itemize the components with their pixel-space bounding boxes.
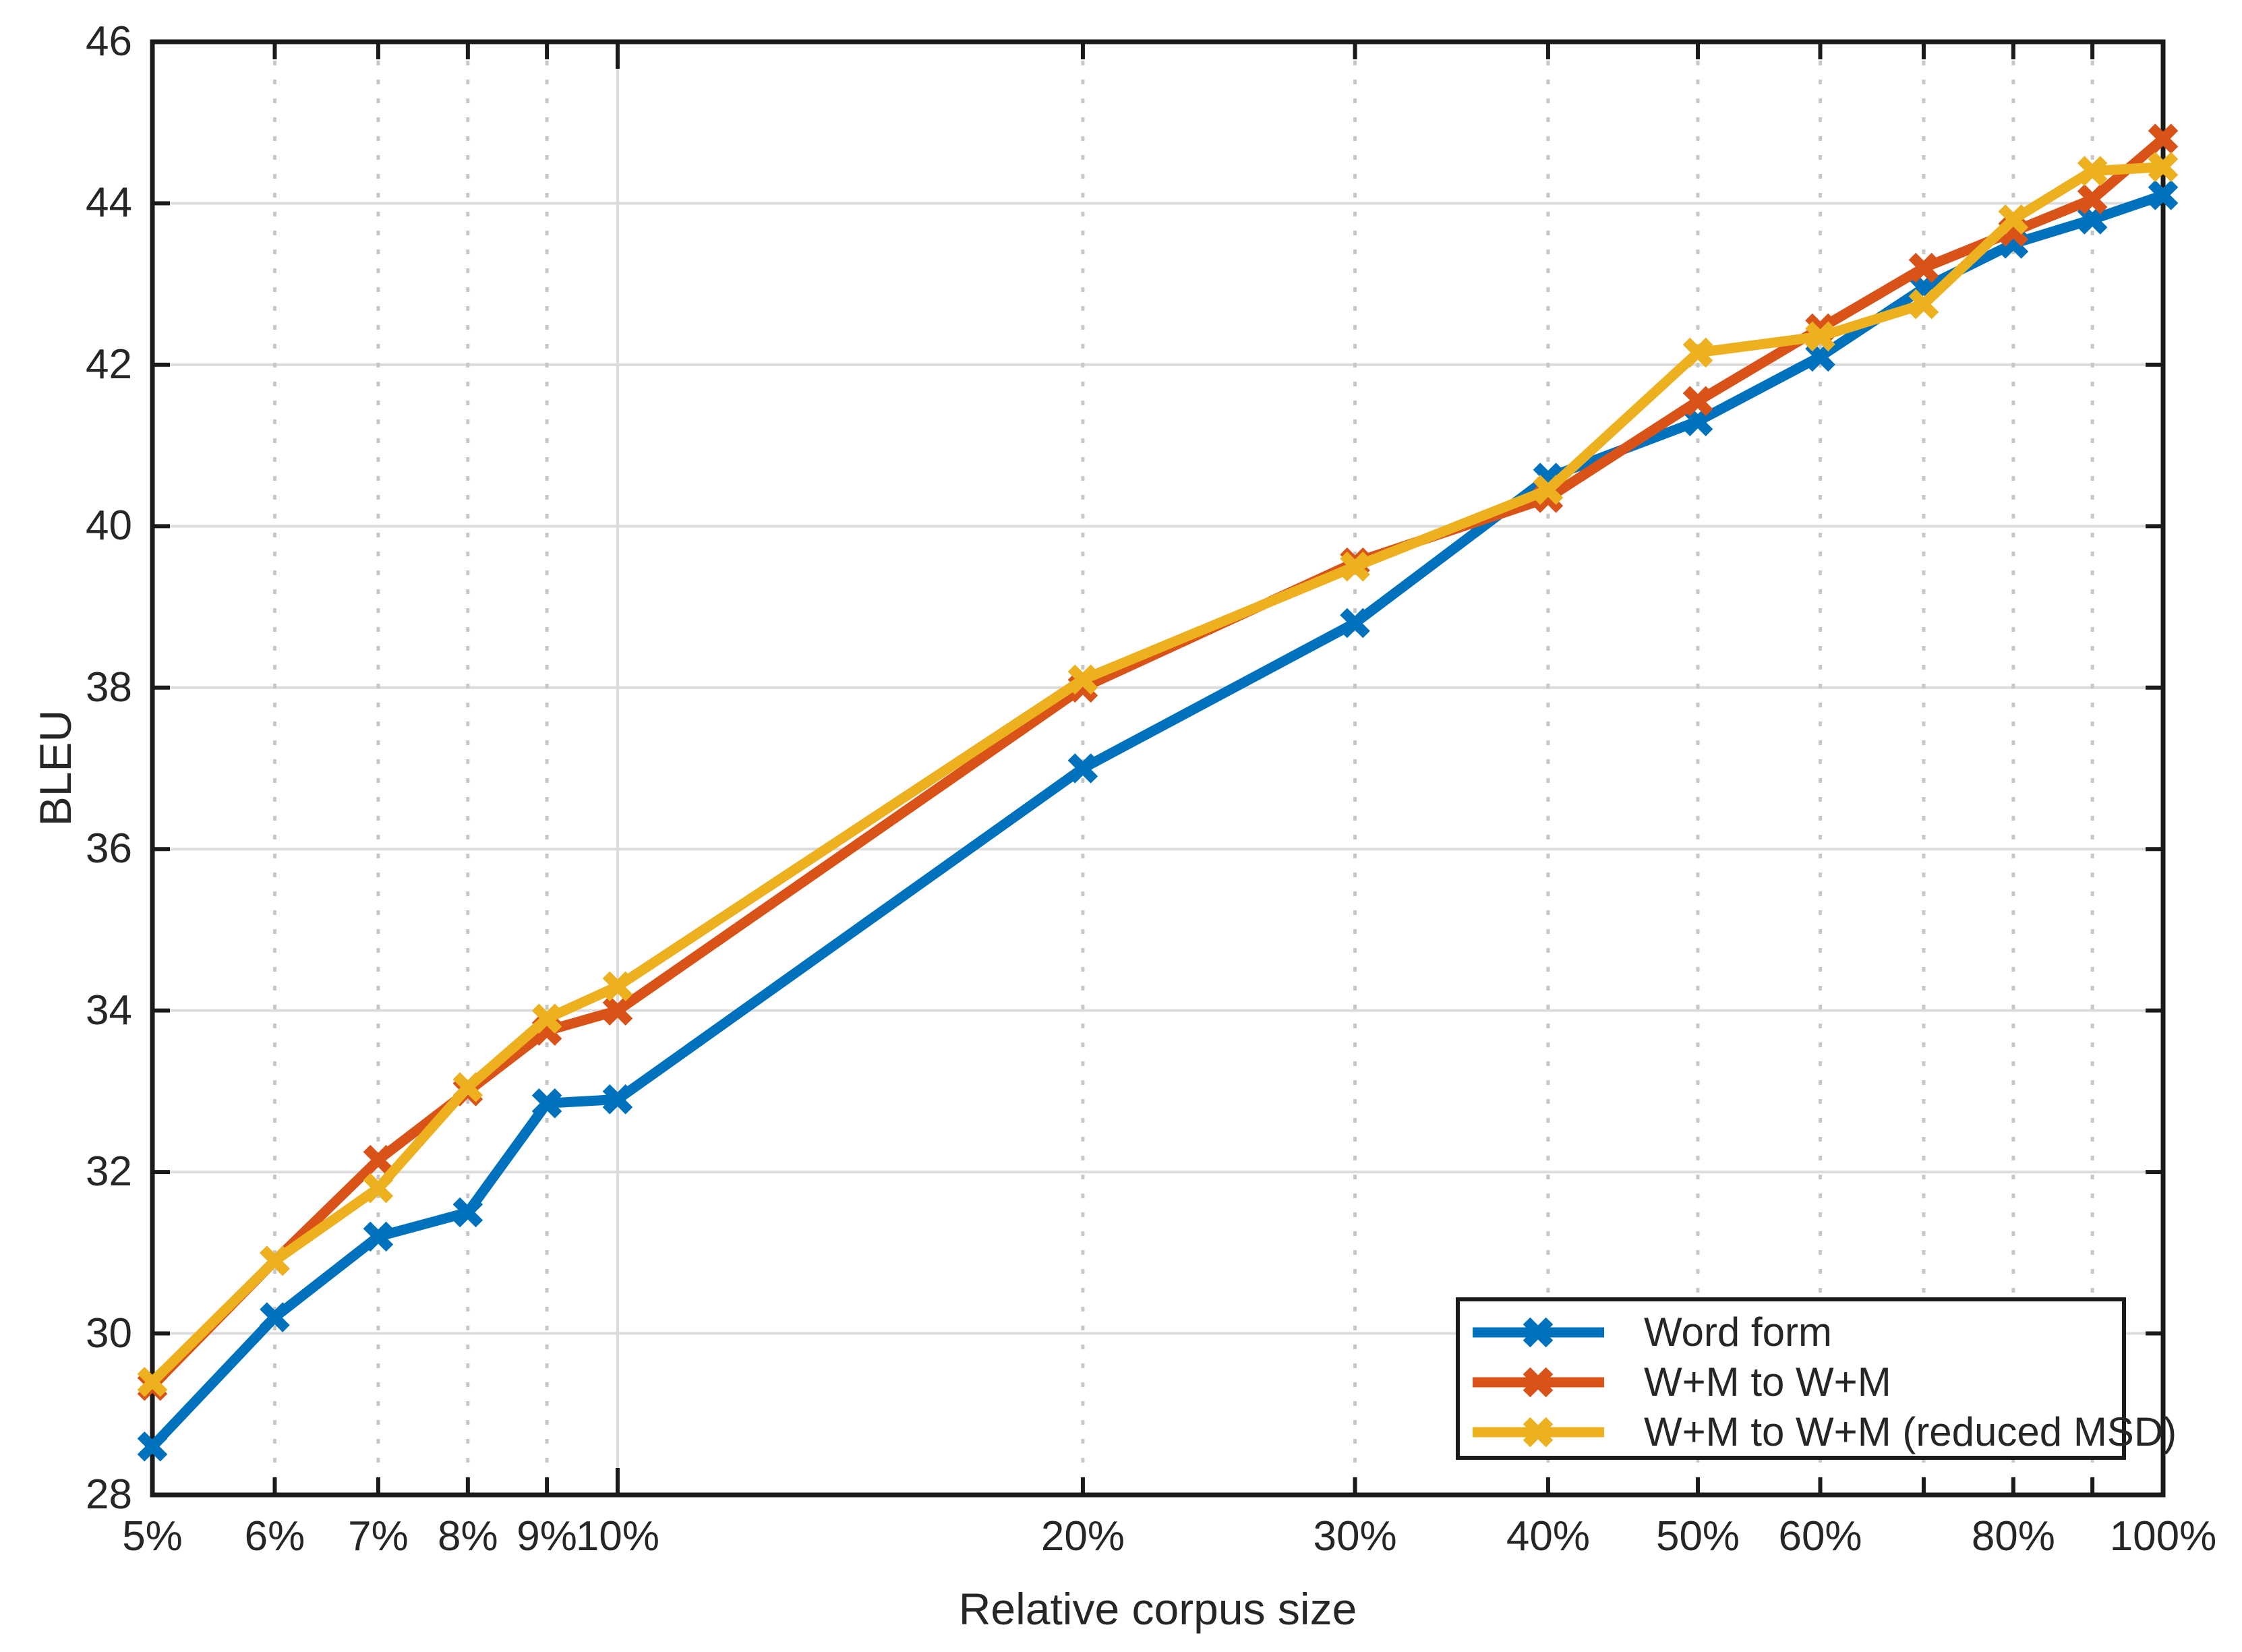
wm-to-wm-reduced-msd-line-sample-icon xyxy=(1473,1417,1604,1448)
axes-box xyxy=(150,39,2166,1498)
x-tick-label-80: 80% xyxy=(1971,1513,2055,1560)
x-tick-label-10: 10% xyxy=(575,1513,660,1560)
series-x-markers xyxy=(137,152,2179,1397)
y-tick-label-34: 34 xyxy=(86,986,132,1034)
y-tick-label-30: 30 xyxy=(86,1309,132,1357)
legend: Word form W+M to W+M W+M to W+M (reduced… xyxy=(1456,1297,2177,1460)
y-tick-label-28: 28 xyxy=(86,1471,132,1518)
wm-to-wm-line-sample-icon xyxy=(1473,1367,1604,1398)
legend-item-word-form: Word form xyxy=(1469,1309,1832,1356)
series-x-markers xyxy=(137,180,2179,1462)
x-axis-title: Relative corpus size xyxy=(958,1584,1357,1634)
series-line xyxy=(148,162,2164,1386)
y-tick-label-38: 38 xyxy=(86,663,132,711)
x-tick-label-30: 30% xyxy=(1313,1513,1397,1560)
series-w-m-to-w-m-reduced-msd- xyxy=(137,152,2179,1397)
gridlines xyxy=(152,42,2163,1495)
y-axis-title: BLEU xyxy=(30,709,80,827)
series-word-form xyxy=(137,180,2179,1462)
legend-label: W+M to W+M (reduced MSD) xyxy=(1644,1409,2177,1454)
x-tick-label-50: 50% xyxy=(1655,1513,1740,1560)
x-tick-label-60: 60% xyxy=(1778,1513,1862,1560)
y-tick-label-42: 42 xyxy=(86,341,132,388)
x-tick-label-8: 8% xyxy=(438,1513,498,1560)
x-tick-label-9: 9% xyxy=(517,1513,577,1560)
y-tick-label-32: 32 xyxy=(86,1148,132,1196)
legend-label: Word form xyxy=(1644,1309,1832,1355)
x-tick-label-40: 40% xyxy=(1506,1513,1590,1560)
word-form-line-sample-icon xyxy=(1473,1317,1604,1348)
y-tick-label-36: 36 xyxy=(86,825,132,873)
y-tick-label-46: 46 xyxy=(86,18,132,65)
x-tick-label-100: 100% xyxy=(2109,1513,2217,1560)
x-tick-label-7: 7% xyxy=(348,1513,409,1560)
x-tick-label-20: 20% xyxy=(1040,1513,1125,1560)
legend-label: W+M to W+M xyxy=(1644,1359,1891,1405)
x-tick-label-6: 6% xyxy=(244,1513,305,1560)
series-line xyxy=(148,190,2165,1450)
y-tick-label-40: 40 xyxy=(86,502,132,550)
x-tick-label-5: 5% xyxy=(122,1513,183,1560)
y-tick-label-44: 44 xyxy=(86,179,132,227)
legend-item-wm-to-wm: W+M to W+M xyxy=(1469,1359,1891,1406)
legend-item-wm-to-wm-reduced-msd: W+M to W+M (reduced MSD) xyxy=(1469,1409,2177,1456)
tick-marks xyxy=(150,40,2165,1497)
